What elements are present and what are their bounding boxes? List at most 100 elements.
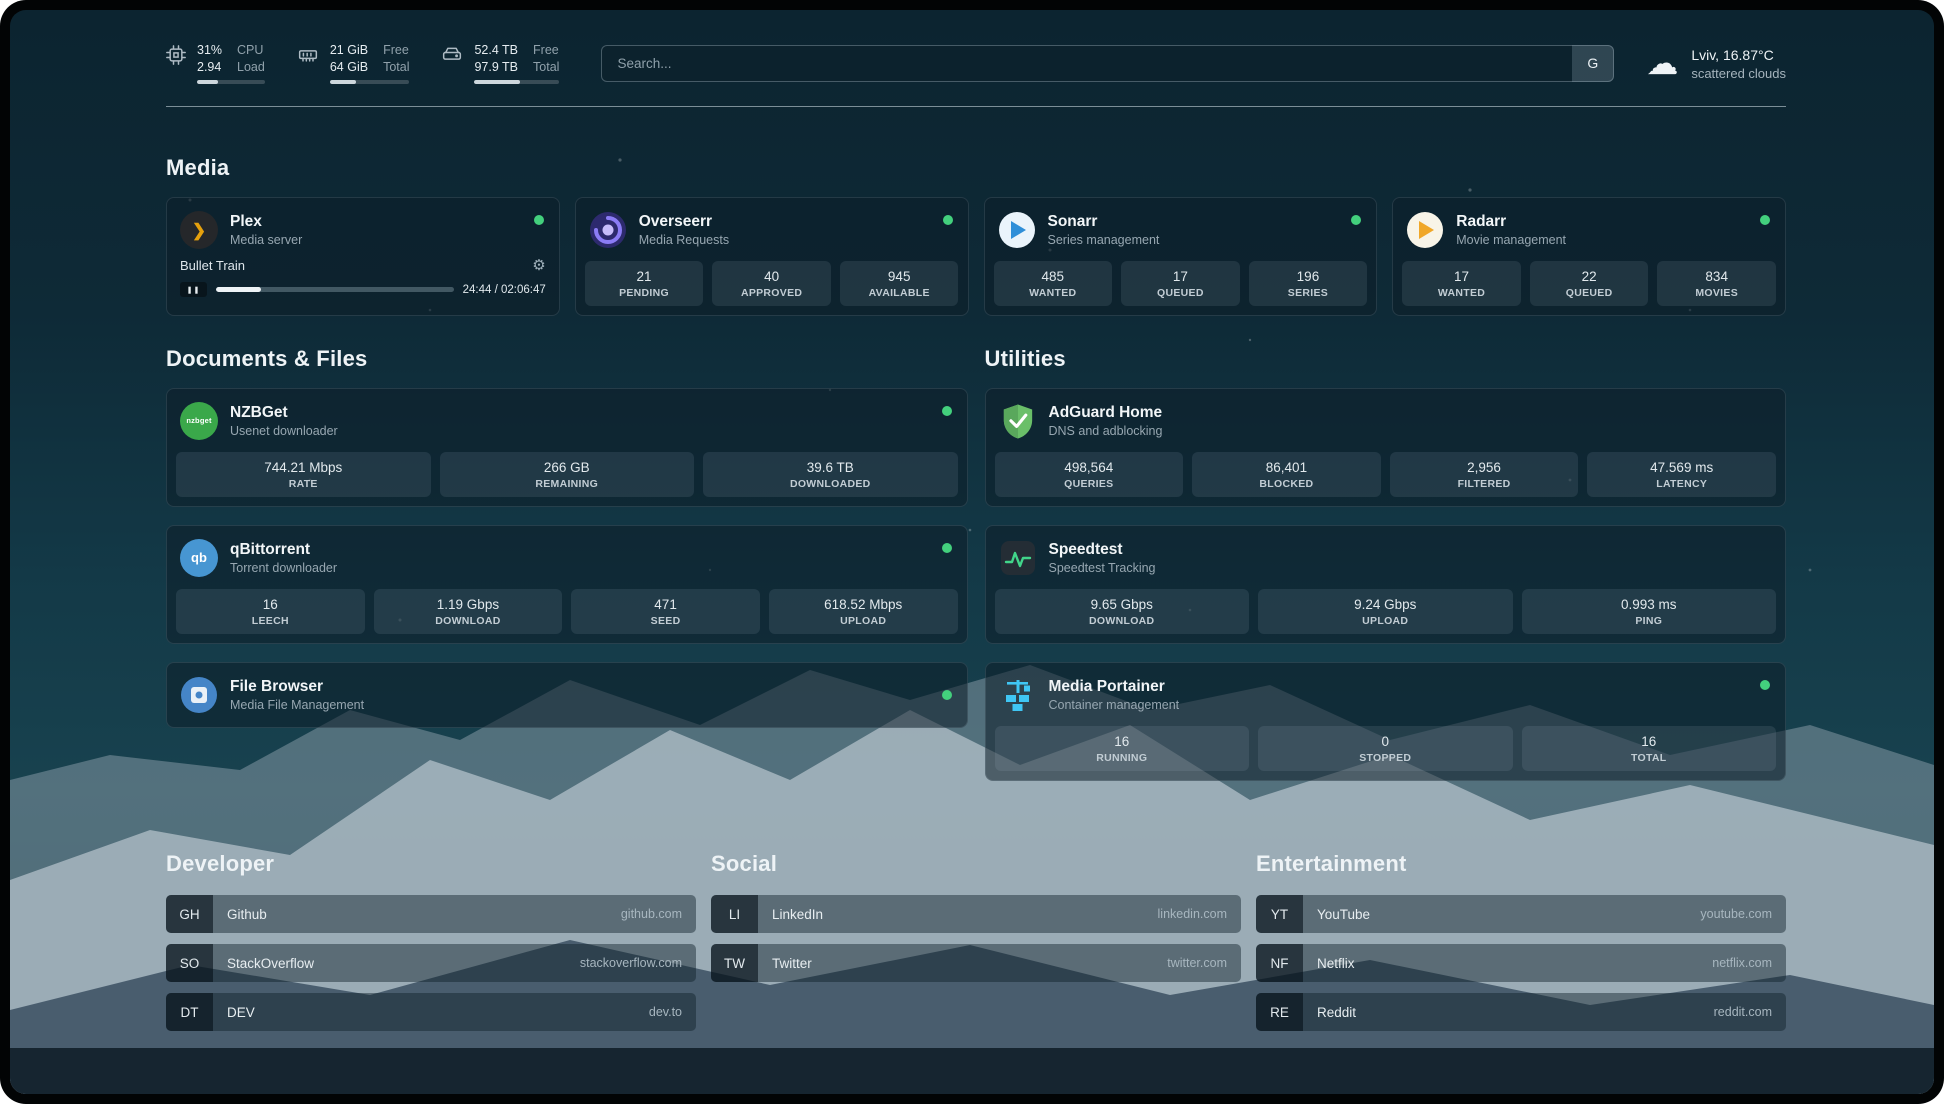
- bookmark-stackoverflow[interactable]: SO StackOverflow stackoverflow.com: [166, 944, 696, 982]
- service-name: Overseerr: [638, 212, 713, 230]
- nzbget-card[interactable]: nzbget NZBGet Usenet downloader 744.21 M…: [166, 388, 968, 507]
- speedtest-card[interactable]: Speedtest Speedtest Tracking 9.65 Gbps D…: [984, 525, 1786, 644]
- service-desc: Container management: [1048, 697, 1180, 712]
- service-desc: Torrent downloader: [230, 560, 338, 575]
- section-title-entertainment: Entertainment: [1256, 851, 1407, 876]
- status-dot: [1760, 215, 1770, 225]
- service-desc: Usenet downloader: [230, 423, 338, 438]
- ram-icon: [297, 45, 319, 65]
- sonarr-card[interactable]: Sonarr Series management 485 WANTED 17: [983, 197, 1378, 316]
- adguard-card[interactable]: AdGuard Home DNS and adblocking 498,564 …: [984, 388, 1786, 507]
- bookmark-url: netflix.com: [1712, 956, 1772, 970]
- search-input[interactable]: [601, 44, 1573, 82]
- gear-icon[interactable]: ⚙: [532, 257, 546, 274]
- service-name: AdGuard Home: [1048, 403, 1163, 421]
- stat-label: STOPPED: [1359, 752, 1412, 764]
- radarr-card[interactable]: Radarr Movie management 17 WANTED 22: [1392, 197, 1786, 316]
- status-dot: [941, 543, 952, 553]
- stat-value: 17: [1454, 269, 1470, 284]
- bookmark-name: Twitter: [772, 955, 812, 971]
- status-dot: [1760, 680, 1770, 690]
- status-dot: [533, 215, 544, 225]
- service-meta: Overseerr Media Requests: [639, 212, 729, 248]
- stat-value: 86,401: [1265, 460, 1308, 475]
- bookmark-name: Netflix: [1317, 955, 1355, 971]
- bookmark-reddit[interactable]: RE Reddit reddit.com: [1256, 993, 1786, 1031]
- section-utilities: Utilities Ad: [984, 346, 1786, 799]
- section-developer: Developer GH Github github.com SO StackO…: [166, 851, 696, 1042]
- bookmark-linkedin[interactable]: LI LinkedIn linkedin.com: [711, 895, 1241, 933]
- service-name: Media Portainer: [1048, 677, 1165, 695]
- stat-label: DOWNLOAD: [435, 615, 501, 627]
- bookmark-abbr: SO: [166, 944, 213, 982]
- plex-icon: ❯: [180, 211, 218, 249]
- background-mountains: [10, 158, 1934, 1094]
- service-name: Sonarr: [1047, 212, 1098, 230]
- bookmark-url: reddit.com: [1713, 1005, 1772, 1019]
- stat-value: 618.52 Mbps: [824, 597, 903, 612]
- bookmark-netflix[interactable]: NF Netflix netflix.com: [1256, 944, 1786, 982]
- bookmark-abbr: TW: [711, 944, 758, 982]
- service-meta: Sonarr Series management: [1048, 212, 1160, 248]
- bookmark-url: youtube.com: [1700, 907, 1772, 921]
- bookmark-github[interactable]: GH Github github.com: [166, 895, 696, 933]
- stat-tile: 618.52 Mbps UPLOAD: [768, 589, 958, 634]
- stat-tile: 0.993 ms PING: [1521, 589, 1776, 634]
- stat-label: UPLOAD: [840, 615, 887, 627]
- cpu-label: CPU: [237, 42, 264, 57]
- stat-tile: 9.24 Gbps UPLOAD: [1258, 589, 1513, 634]
- stat-value: 485: [1041, 269, 1065, 284]
- stat-tile: 744.21 Mbps RATE: [176, 452, 431, 497]
- section-documents: Documents & Files nzbget NZBGet Usenet d…: [166, 346, 968, 746]
- stat-label: SERIES: [1287, 287, 1329, 299]
- progress-fill: [216, 287, 262, 292]
- stat-value: 21: [636, 269, 652, 284]
- plex-card[interactable]: ❯ Plex Media server Bullet Train ⚙: [166, 197, 560, 316]
- playback-progress[interactable]: [216, 287, 454, 292]
- qbittorrent-card[interactable]: qb qBittorrent Torrent downloader 16 LEE…: [166, 525, 968, 644]
- stat-value: 945: [887, 269, 911, 284]
- filebrowser-card[interactable]: File Browser Media File Management: [166, 662, 968, 728]
- bookmark-twitter[interactable]: TW Twitter twitter.com: [711, 944, 1241, 982]
- service-desc: Series management: [1047, 232, 1160, 247]
- stat-tile: 945 AVAILABLE: [839, 261, 959, 306]
- weather-widget[interactable]: ☁ Lviv, 16.87°C scattered clouds: [1646, 45, 1786, 81]
- progress-fill: [329, 80, 357, 85]
- stat-label: LEECH: [251, 615, 289, 627]
- stat-value: 498,564: [1064, 460, 1114, 475]
- playback-time: 24:44 / 02:06:47: [462, 283, 546, 296]
- section-social: Social LI LinkedIn linkedin.com TW Twitt…: [711, 851, 1241, 1042]
- bookmark-abbr: RE: [1256, 993, 1303, 1031]
- cpu-usage-bar: [197, 80, 265, 85]
- stat-tile: 2,956 FILTERED: [1389, 452, 1579, 497]
- search-provider-button[interactable]: G: [1572, 44, 1615, 82]
- pause-button[interactable]: ❚❚: [180, 282, 207, 297]
- stat-label: RUNNING: [1096, 752, 1148, 764]
- bookmark-youtube[interactable]: YT YouTube youtube.com: [1256, 895, 1786, 933]
- bookmark-name: StackOverflow: [227, 955, 315, 971]
- portainer-card[interactable]: Media Portainer Container management 16 …: [984, 662, 1786, 781]
- service-name: Radarr: [1456, 212, 1507, 230]
- stat-label: QUERIES: [1064, 478, 1114, 490]
- stat-label: UPLOAD: [1362, 615, 1409, 627]
- disk-free-label: Free: [533, 42, 559, 57]
- bookmark-url: dev.to: [648, 1005, 682, 1019]
- bookmark-url: stackoverflow.com: [579, 956, 682, 970]
- stat-value: 47.569 ms: [1650, 460, 1714, 475]
- nzbget-icon: nzbget: [180, 402, 218, 440]
- bookmark-dev[interactable]: DT DEV dev.to: [166, 993, 696, 1031]
- stat-tile: 498,564 QUERIES: [994, 452, 1184, 497]
- stat-value: 16: [1114, 734, 1130, 749]
- stat-tile: 40 APPROVED: [712, 261, 831, 306]
- stat-value: 22: [1581, 269, 1597, 284]
- bookmark-url: twitter.com: [1167, 956, 1227, 970]
- stat-value: 266 GB: [543, 460, 590, 475]
- stat-label: PENDING: [619, 287, 670, 299]
- resource-widgets: 31% 2.94 CPU Load: [166, 42, 560, 85]
- bookmark-abbr: LI: [711, 895, 758, 933]
- service-meta: Plex Media server: [230, 212, 302, 248]
- overseerr-card[interactable]: Overseerr Media Requests 21 PENDING 40: [574, 197, 969, 316]
- stat-label: BLOCKED: [1259, 478, 1314, 490]
- stat-tile: 47.569 ms LATENCY: [1587, 452, 1776, 497]
